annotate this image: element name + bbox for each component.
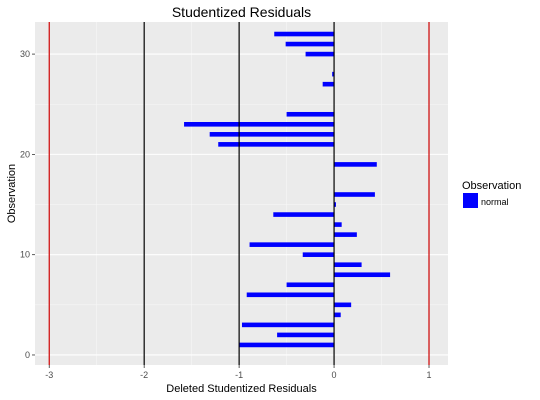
y-tick-label: 20 (20, 149, 30, 159)
bar-observation-31 (285, 41, 335, 47)
x-tick-label: -3 (45, 370, 53, 380)
y-tick-label: 0 (25, 350, 30, 360)
bars (184, 31, 391, 348)
bar-observation-11 (249, 242, 335, 247)
y-tick-label: 30 (20, 49, 30, 59)
bar-observation-8 (334, 272, 391, 278)
x-tick-label: 0 (332, 370, 337, 380)
bar-observation-23 (184, 121, 335, 127)
x-tick-label: 1 (427, 370, 432, 380)
bar-observation-16 (334, 192, 375, 197)
bar-observation-28 (332, 71, 335, 77)
chart-title: Studentized Residuals (172, 4, 311, 20)
bar-observation-27 (322, 81, 335, 87)
bar-observation-19 (334, 162, 377, 167)
bar-observation-30 (305, 51, 335, 57)
reference-lines (48, 22, 430, 365)
x-axis: -3 -2 -1 0 1 (45, 365, 432, 380)
y-axis: 0 10 20 30 (20, 49, 35, 360)
bar-observation-2 (277, 332, 335, 338)
bar-observation-32 (274, 31, 335, 37)
bar-observation-5 (334, 302, 352, 308)
x-tick-label: -1 (235, 370, 243, 380)
bar-observation-7 (286, 282, 335, 288)
y-axis-title: Observation (6, 164, 18, 223)
bar-observation-15 (334, 202, 336, 207)
plot-panel (35, 22, 448, 365)
legend: Observation normal (462, 180, 521, 208)
bar-observation-4 (334, 312, 341, 318)
x-tick-label: -2 (140, 370, 148, 380)
bar-observation-3 (241, 322, 335, 328)
bar-observation-22 (209, 132, 335, 137)
bar-observation-10 (302, 252, 335, 257)
bar-observation-21 (218, 142, 335, 147)
legend-title: Observation (462, 180, 521, 192)
bar-observation-24 (286, 111, 335, 117)
x-axis-title: Deleted Studentized Residuals (166, 383, 317, 395)
legend-label-normal: normal (481, 197, 509, 207)
bar-observation-9 (334, 262, 362, 268)
bar-observation-1 (239, 342, 335, 348)
legend-key-normal (463, 193, 478, 208)
y-tick-label: 10 (20, 250, 30, 260)
bar-observation-12 (334, 232, 357, 237)
bar-observation-14 (273, 212, 335, 217)
bar-observation-13 (334, 222, 342, 227)
bar-observation-6 (246, 292, 335, 298)
